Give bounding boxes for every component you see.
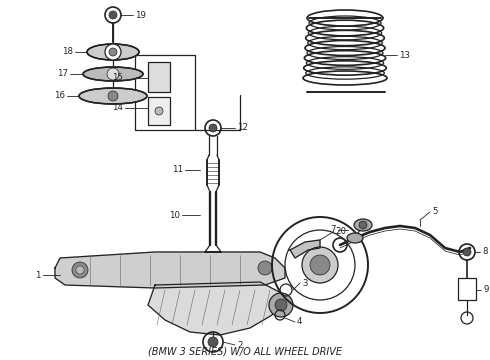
Text: 5: 5 [432,207,438,216]
Text: 7: 7 [330,225,336,234]
Text: 9: 9 [483,285,489,294]
Circle shape [302,247,338,283]
Circle shape [109,11,117,19]
Text: (BMW 3 SERIES) W/O ALL WHEEL DRIVE: (BMW 3 SERIES) W/O ALL WHEEL DRIVE [148,347,342,357]
Circle shape [275,299,287,311]
Polygon shape [290,240,320,258]
Ellipse shape [347,233,363,243]
Text: 18: 18 [62,48,73,57]
Circle shape [269,293,293,317]
Text: 10: 10 [169,211,180,220]
Text: 17: 17 [57,69,68,78]
Text: 1: 1 [35,270,41,279]
Circle shape [72,262,88,278]
Text: 11: 11 [172,166,183,175]
Ellipse shape [79,88,147,104]
Polygon shape [148,282,285,335]
Text: 13: 13 [399,50,410,59]
Circle shape [76,266,84,274]
Circle shape [107,68,119,80]
Circle shape [155,107,163,115]
Text: 19: 19 [135,10,146,19]
Circle shape [463,248,471,256]
FancyBboxPatch shape [458,278,476,300]
Ellipse shape [83,67,143,81]
Ellipse shape [354,219,372,231]
Text: 15: 15 [112,73,123,82]
Text: 2: 2 [237,341,243,350]
Circle shape [359,221,367,229]
Circle shape [310,255,330,275]
Text: 8: 8 [482,248,488,256]
Text: 3: 3 [302,279,308,288]
Text: 4: 4 [297,318,302,327]
Text: 12: 12 [237,123,248,132]
Circle shape [108,91,118,101]
Text: 14: 14 [112,104,123,112]
Circle shape [208,337,218,347]
Text: 20: 20 [335,228,346,237]
FancyBboxPatch shape [148,97,170,125]
Text: 16: 16 [54,91,65,100]
Circle shape [105,44,121,60]
FancyBboxPatch shape [148,62,170,92]
Circle shape [109,48,117,56]
Circle shape [209,124,217,132]
Polygon shape [55,252,285,288]
Circle shape [258,261,272,275]
Ellipse shape [87,44,139,60]
